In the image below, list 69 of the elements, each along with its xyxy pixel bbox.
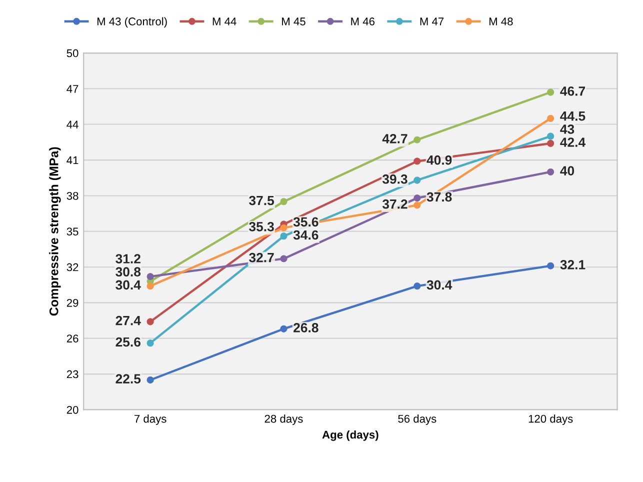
- point: [547, 140, 554, 147]
- y-tick-label: 50: [66, 49, 78, 58]
- point: [280, 198, 288, 206]
- point: [547, 168, 554, 176]
- data-label: 40.9: [426, 155, 452, 165]
- data-label: 35.3: [249, 222, 274, 232]
- data-label: 40: [560, 166, 574, 176]
- y-axis-title: Compressive strength (MPa): [49, 147, 61, 316]
- data-label: 22.5: [116, 374, 141, 384]
- point: [146, 273, 154, 280]
- data-label: 37.2: [382, 199, 408, 209]
- legend-label: M 46: [351, 18, 374, 26]
- point: [280, 255, 288, 262]
- data-label: 37.8: [426, 192, 452, 202]
- data-label: 39.3: [382, 174, 408, 184]
- data-label: 34.6: [293, 230, 318, 240]
- data-label: 32.1: [560, 260, 586, 270]
- point: [414, 194, 421, 202]
- point: [414, 202, 421, 209]
- y-tick-label: 26: [66, 334, 78, 342]
- data-label: 27.4: [116, 316, 141, 326]
- point: [146, 376, 154, 384]
- legend-label: M 47: [420, 18, 444, 26]
- x-tick-label: 7 days: [134, 414, 166, 425]
- y-tick-label: 20: [66, 406, 78, 414]
- legend-label: M 43 (Control): [97, 17, 167, 28]
- data-label: 42.7: [382, 134, 408, 144]
- point: [146, 282, 154, 290]
- data-label: 26.8: [294, 323, 318, 332]
- point: [414, 176, 421, 184]
- point: [146, 318, 154, 326]
- data-label: 42.4: [560, 138, 586, 147]
- x-tick-label: 56 days: [398, 414, 436, 425]
- data-label: 44.5: [560, 112, 586, 121]
- point: [280, 232, 288, 240]
- data-label: 43: [560, 124, 574, 134]
- point: [414, 158, 421, 165]
- point: [547, 132, 554, 140]
- data-label: 37.5: [249, 196, 274, 206]
- data-label: 32.7: [249, 252, 274, 262]
- y-tick-label: 23: [66, 370, 78, 378]
- y-tick-label: 47: [66, 85, 78, 93]
- data-label: 30.4: [426, 280, 452, 290]
- data-label: 35.6: [293, 217, 318, 227]
- data-label: 30.8: [116, 267, 141, 277]
- point: [280, 224, 288, 232]
- y-tick-label: 29: [66, 298, 78, 307]
- x-axis-title: Age (days): [322, 430, 378, 441]
- legend-label: M 44: [212, 18, 236, 26]
- y-tick-label: 32: [66, 263, 78, 272]
- y-tick-label: 38: [66, 192, 78, 200]
- x-tick-label: 120 days: [528, 414, 573, 425]
- x-tick-label: 28 days: [264, 414, 303, 425]
- y-tick-label: 44: [66, 120, 78, 128]
- point: [547, 114, 554, 122]
- data-label: 31.2: [116, 254, 140, 264]
- point: [547, 88, 554, 96]
- point: [414, 136, 421, 144]
- point: [414, 282, 421, 290]
- y-tick-label: 35: [66, 228, 78, 236]
- data-label: 30.4: [116, 280, 141, 290]
- legend-label: M 45: [282, 18, 306, 26]
- point: [146, 340, 154, 347]
- point: [547, 262, 554, 270]
- legend-label: M 48: [489, 18, 513, 26]
- data-label: 25.6: [116, 337, 140, 347]
- data-label: 46.7: [560, 86, 586, 96]
- y-tick-label: 41: [66, 156, 78, 164]
- point: [280, 325, 288, 332]
